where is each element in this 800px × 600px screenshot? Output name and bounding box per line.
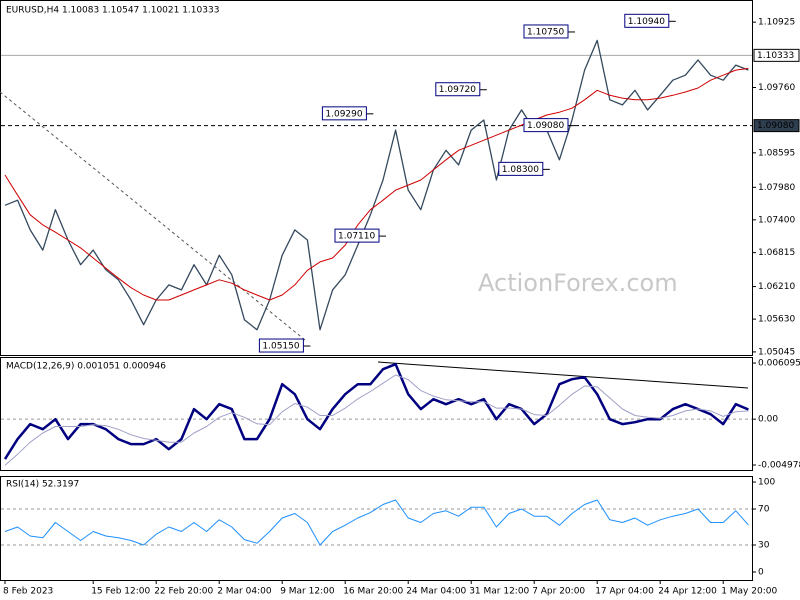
annotation-label: 1.10940 xyxy=(628,17,665,27)
annotation-box xyxy=(523,118,569,133)
x-tick-label: 1 May 20:00 xyxy=(721,587,777,597)
annotation-label: 1.09080 xyxy=(527,121,564,131)
series-line xyxy=(4,374,749,466)
annotation-box xyxy=(321,106,367,121)
x-tick-label: 7 Apr 20:00 xyxy=(532,587,585,597)
annotation-label: 1.10750 xyxy=(527,27,564,37)
x-tick-label: 8 Feb 2023 xyxy=(3,587,53,597)
annotation-box xyxy=(435,82,481,97)
y-tick-label: 70 xyxy=(758,505,770,515)
y-tick-label: 0.00 xyxy=(758,415,778,425)
macd-title: MACD(12,26,9) 0.001051 0.000946 xyxy=(6,362,166,372)
y-tick-label: 0 xyxy=(758,567,764,577)
x-tick-label: 9 Mar 12:00 xyxy=(280,587,335,597)
price-box-label: 1.10333 xyxy=(757,51,794,61)
rsi-title: RSI(14) 52.3197 xyxy=(6,480,79,490)
macd-trend-line xyxy=(377,361,749,389)
series-line xyxy=(4,499,749,546)
macd-panel xyxy=(0,357,753,471)
watermark: ActionForex.com xyxy=(478,269,678,297)
x-tick-label: 22 Feb 20:00 xyxy=(154,587,213,597)
y-tick-label: 30 xyxy=(758,541,770,551)
price-box xyxy=(753,48,800,62)
annotation-label: 1.08300 xyxy=(502,165,539,175)
y-tick-label: 1.07400 xyxy=(758,215,795,225)
series-line xyxy=(4,67,749,301)
annotation-box xyxy=(258,338,304,353)
y-tick-label: 1.05045 xyxy=(758,347,795,357)
x-tick-label: 24 Mar 04:00 xyxy=(406,587,466,597)
annotation-box xyxy=(624,13,670,28)
price-box xyxy=(753,119,800,133)
annotation-label: 1.05150 xyxy=(262,342,299,352)
y-tick-label: 1.10925 xyxy=(758,18,795,28)
y-tick-label: 1.05630 xyxy=(758,315,795,325)
price-box-label: 1.09080 xyxy=(757,121,794,131)
y-tick-label: 1.06815 xyxy=(758,248,795,258)
y-tick-label: 1.06210 xyxy=(758,282,795,292)
x-tick-label: 15 Feb 12:00 xyxy=(91,587,150,597)
rsi-panel xyxy=(0,476,753,581)
x-tick-label: 17 Apr 04:00 xyxy=(595,587,654,597)
y-tick-label: 1.07980 xyxy=(758,183,795,193)
annotation-box xyxy=(523,24,569,39)
x-tick-label: 31 Mar 12:00 xyxy=(469,587,529,597)
x-tick-label: 2 Mar 04:00 xyxy=(217,587,272,597)
y-tick-label: 1.09760 xyxy=(758,83,795,93)
y-tick-label: 0.006095 xyxy=(758,359,800,369)
series-line xyxy=(4,39,749,331)
series-line xyxy=(3,362,749,460)
annotation-box xyxy=(498,161,544,176)
annotation-label: 1.09720 xyxy=(439,85,476,95)
x-tick-label: 24 Apr 12:00 xyxy=(658,587,717,597)
y-tick-label: -0.004978 xyxy=(758,461,800,471)
chart-title: EURUSD,H4 1.10083 1.10547 1.10021 1.1033… xyxy=(6,6,219,16)
annotation-label: 1.07110 xyxy=(338,232,375,242)
y-tick-label: 1.08595 xyxy=(758,148,795,158)
y-tick-label: 100 xyxy=(758,478,775,488)
price-panel xyxy=(0,0,753,356)
annotation-label: 1.09290 xyxy=(325,109,362,119)
annotation-box xyxy=(334,228,380,243)
x-tick-label: 16 Mar 20:00 xyxy=(343,587,403,597)
